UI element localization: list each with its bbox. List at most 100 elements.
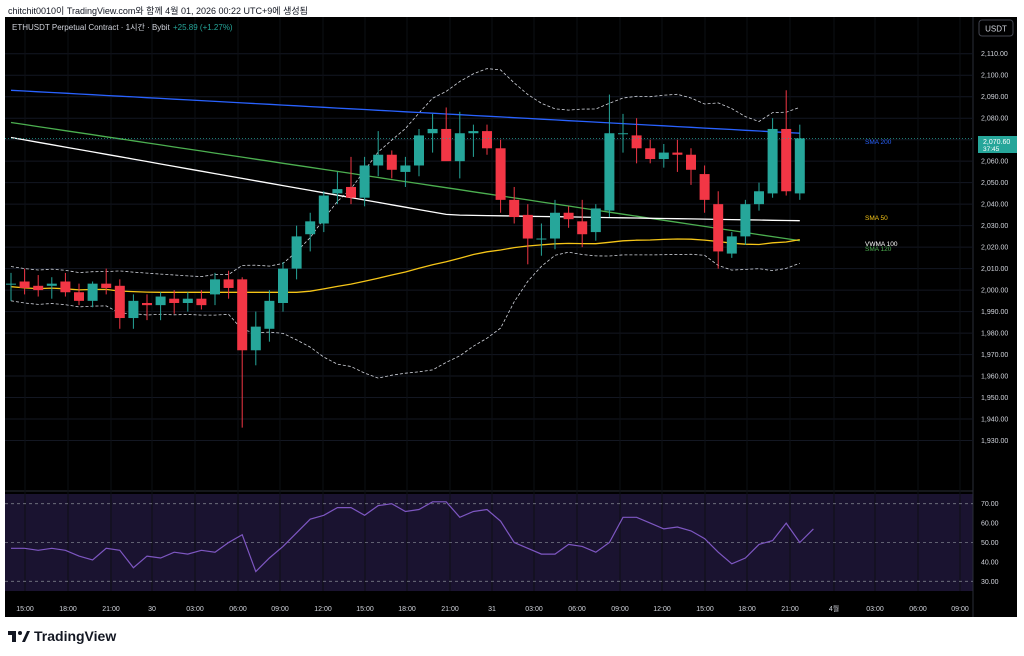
sma200-label: SMA 200 (865, 139, 892, 146)
price-tick-label: 1,950.00 (981, 395, 1008, 402)
price-tick-label: 1,960.00 (981, 374, 1008, 381)
candle-body (713, 204, 724, 252)
rsi-tick-label: 60.00 (981, 521, 999, 528)
time-tick-label: 15:00 (696, 606, 714, 613)
candle-body (454, 133, 465, 162)
rsi-pane (5, 501, 973, 582)
candle-body (577, 221, 588, 235)
candle-body (754, 191, 764, 205)
currency-button[interactable]: USDT (978, 19, 1014, 37)
candle-body (33, 285, 44, 291)
price-tick-label: 2,050.00 (981, 180, 1008, 187)
price-tick-label: 2,090.00 (981, 94, 1008, 101)
currency-button-frame (978, 19, 1014, 37)
time-tick-label: 15:00 (16, 606, 34, 613)
time-tick-label: 18:00 (398, 606, 416, 613)
price-tick-label: 2,110.00 (981, 51, 1008, 58)
candle-body (142, 302, 152, 306)
candle-body (223, 279, 234, 288)
candle-body (278, 268, 288, 303)
price-tick-label: 2,020.00 (981, 245, 1008, 252)
candle-body (19, 281, 30, 288)
candle-body (686, 154, 696, 170)
candle-body (767, 128, 778, 194)
tradingview-wordmark: TradingView (34, 628, 117, 644)
price-tick-label: 1,940.00 (981, 417, 1008, 424)
candle-body (482, 131, 492, 149)
symbol-title: ETHUSDT Perpetual Contract · 1시간 · Bybit (12, 22, 171, 32)
candle-body (400, 165, 411, 172)
candle-body (468, 131, 479, 134)
time-tick-label: 31 (488, 606, 496, 613)
candle-body (740, 204, 751, 237)
candle-body (128, 300, 139, 319)
price-tick-label: 2,010.00 (981, 266, 1008, 273)
candle-body (645, 148, 656, 160)
sma50-label: SMA 50 (865, 215, 888, 222)
rsi-tick-label: 50.00 (981, 540, 999, 547)
candle-body (237, 279, 248, 351)
price-tick-label: 1,970.00 (981, 352, 1008, 359)
rsi-tick-label: 30.00 (981, 579, 999, 586)
price-change: +25.89 (+1.27%) (173, 23, 233, 32)
bollinger-upper (10, 68, 800, 278)
candle-body (726, 236, 737, 254)
chart-canvas[interactable]: 2,110.002,100.002,090.002,080.002,070.00… (5, 17, 1017, 617)
vwma100-label: VWMA 100 (865, 241, 898, 248)
candle-body (794, 138, 805, 194)
candle-body (522, 214, 533, 239)
price-tick-label: 2,060.00 (981, 159, 1008, 166)
candle-body (182, 298, 193, 303)
candle-body (781, 128, 792, 192)
sma50-line (10, 238, 800, 293)
candle-body (264, 300, 275, 329)
last-price-label: 2,070.60 37:45 (978, 136, 1017, 153)
last-price-bg (978, 136, 1017, 153)
time-axis[interactable]: 15:00 18:00 21:00 30 03:00 06:00 09:00 12:00 15:… (16, 604, 969, 613)
candle-body (332, 189, 343, 194)
last-price-value: 2,070.60 (983, 139, 1010, 146)
candle-body (604, 133, 615, 211)
candle-body (60, 281, 71, 293)
candle-body (250, 326, 261, 351)
rsi-tick-label: 40.00 (981, 559, 999, 566)
time-tick-label: 12:00 (653, 606, 671, 613)
chart-frame[interactable]: 2,110.002,100.002,090.002,080.002,070.00… (5, 17, 1017, 617)
bollinger-bands (10, 68, 800, 379)
candle-body (114, 285, 125, 319)
price-tick-label: 2,040.00 (981, 202, 1008, 209)
time-tick-label: 06:00 (909, 606, 927, 613)
candle-body (672, 152, 683, 155)
candle-body (155, 296, 166, 306)
time-tick-label: 18:00 (59, 606, 77, 613)
time-tick-label: 15:00 (356, 606, 374, 613)
price-tick-label: 2,080.00 (981, 116, 1008, 123)
time-tick-label: 21:00 (102, 606, 120, 613)
candle-body (550, 212, 560, 239)
time-tick-label: 4월 (829, 604, 839, 613)
time-tick-label: 03:00 (525, 606, 543, 613)
time-tick-label: 03:00 (866, 606, 884, 613)
price-tick-label: 1,990.00 (981, 309, 1008, 316)
candle-body (495, 148, 506, 200)
price-tick-label: 2,000.00 (981, 288, 1008, 295)
candle-body (414, 135, 424, 166)
candle-body (169, 298, 180, 303)
candle-body (291, 236, 302, 269)
candle-body (658, 152, 669, 160)
tradingview-brand[interactable]: TradingView (8, 628, 116, 644)
candle-body (87, 283, 98, 301)
time-tick-label: 09:00 (951, 606, 969, 613)
bollinger-lower (10, 251, 800, 379)
currency-button-label: USDT (985, 25, 1007, 34)
candle-body (6, 283, 16, 285)
price-axis[interactable]: 2,110.002,100.002,090.002,080.002,070.00… (981, 51, 1008, 586)
candle-body (563, 212, 574, 220)
candle-body (74, 292, 84, 301)
vwma100-line (10, 136, 800, 222)
time-tick-label: 18:00 (738, 606, 756, 613)
price-tick-label: 2,030.00 (981, 223, 1008, 230)
candle-body (590, 208, 601, 233)
time-tick-label: 30 (148, 606, 156, 613)
candle-body (441, 128, 452, 162)
